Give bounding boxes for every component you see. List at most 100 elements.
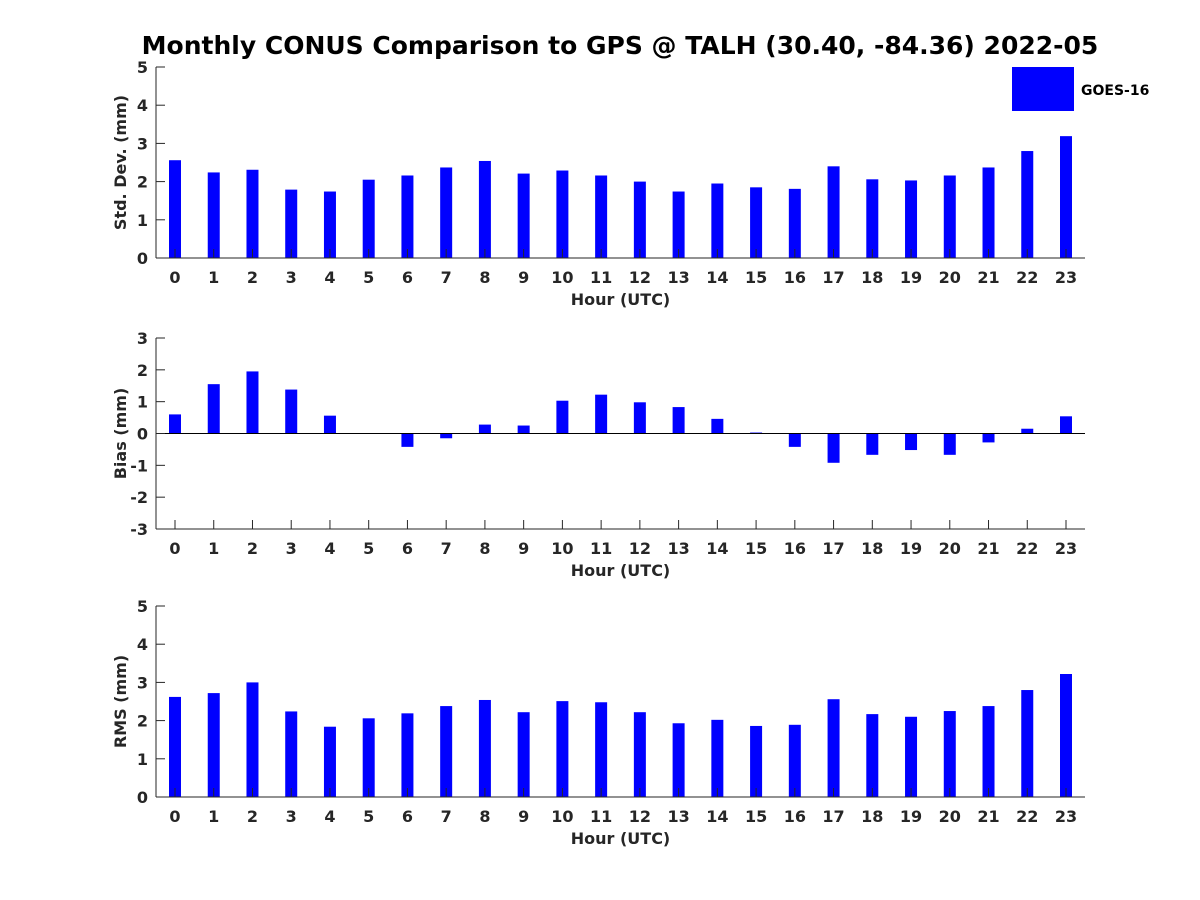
rms-ytick-label: 2 bbox=[137, 712, 148, 731]
rms-xtick-label: 8 bbox=[479, 807, 490, 826]
rms-ytick-label: 1 bbox=[137, 750, 148, 769]
bias-bar-16 bbox=[788, 433, 801, 447]
bias-xtick-label: 4 bbox=[324, 539, 335, 558]
std-dev-ytick-label: 3 bbox=[137, 134, 148, 153]
bias-xtick-label: 17 bbox=[822, 539, 844, 558]
bias-bar-22 bbox=[1021, 428, 1034, 434]
std-dev-bar-18 bbox=[866, 179, 879, 258]
std-dev-xtick-label: 9 bbox=[518, 268, 529, 287]
rms-xtick-label: 15 bbox=[745, 807, 767, 826]
bias-ytick-label: -1 bbox=[130, 456, 148, 475]
bias-ytick-label: 3 bbox=[137, 329, 148, 348]
std-dev-xtick-label: 12 bbox=[629, 268, 651, 287]
bias-xtick-label: 22 bbox=[1016, 539, 1038, 558]
std-dev-xtick-label: 13 bbox=[667, 268, 689, 287]
std-dev-ytick-label: 1 bbox=[137, 211, 148, 230]
rms-xtick-label: 1 bbox=[208, 807, 219, 826]
std-dev-xtick-label: 19 bbox=[900, 268, 922, 287]
bias-xlabel: Hour (UTC) bbox=[571, 561, 671, 580]
legend-label: GOES-16 bbox=[1081, 83, 1149, 99]
rms-bar-22 bbox=[1021, 690, 1034, 797]
bias-bar-9 bbox=[517, 425, 530, 434]
std-dev-bar-17 bbox=[827, 166, 840, 258]
bias-xtick-label: 5 bbox=[363, 539, 374, 558]
legend-swatch bbox=[1012, 67, 1074, 111]
bias-xtick-label: 12 bbox=[629, 539, 651, 558]
bias-xtick-label: 14 bbox=[706, 539, 728, 558]
rms-bar-5 bbox=[362, 718, 375, 797]
bias-xtick-label: 15 bbox=[745, 539, 767, 558]
bias-xtick-label: 3 bbox=[286, 539, 297, 558]
std-dev-xtick-label: 0 bbox=[169, 268, 180, 287]
bias-bar-6 bbox=[401, 433, 414, 447]
rms-xtick-label: 18 bbox=[861, 807, 883, 826]
bias-xtick-label: 21 bbox=[977, 539, 999, 558]
rms-bar-0 bbox=[169, 696, 181, 797]
std-dev-bar-0 bbox=[169, 160, 181, 258]
rms-bar-4 bbox=[323, 726, 336, 797]
bias-bar-19 bbox=[905, 433, 918, 451]
rms-bar-23 bbox=[1060, 674, 1072, 797]
std-dev-bar-23 bbox=[1060, 136, 1072, 258]
std-dev-bar-16 bbox=[788, 188, 801, 258]
rms-xtick-label: 2 bbox=[247, 807, 258, 826]
std-dev-xtick-label: 8 bbox=[479, 268, 490, 287]
rms-bar-17 bbox=[827, 699, 840, 797]
chart-title: Monthly CONUS Comparison to GPS @ TALH (… bbox=[142, 31, 1099, 60]
rms-xtick-label: 0 bbox=[169, 807, 180, 826]
rms-xtick-label: 14 bbox=[706, 807, 728, 826]
rms-xtick-label: 5 bbox=[363, 807, 374, 826]
std-dev-bar-14 bbox=[711, 183, 724, 258]
bias-xtick-label: 20 bbox=[939, 539, 961, 558]
rms-bar-12 bbox=[633, 712, 646, 797]
bias-bar-14 bbox=[711, 418, 724, 434]
rms-bar-8 bbox=[478, 699, 491, 797]
std-dev-bar-3 bbox=[285, 189, 298, 258]
rms-xtick-label: 11 bbox=[590, 807, 612, 826]
bias-bar-3 bbox=[285, 389, 298, 434]
std-dev-bar-8 bbox=[478, 160, 491, 258]
rms-bar-21 bbox=[982, 706, 995, 797]
std-dev-ylabel: Std. Dev. (mm) bbox=[111, 95, 130, 230]
std-dev-xtick-label: 14 bbox=[706, 268, 728, 287]
std-dev-xtick-label: 21 bbox=[977, 268, 999, 287]
rms-ytick-label: 3 bbox=[137, 673, 148, 692]
rms-bar-11 bbox=[595, 702, 608, 797]
bias-bar-17 bbox=[827, 433, 840, 463]
bias-ytick-label: -3 bbox=[130, 520, 148, 539]
std-dev-xtick-label: 1 bbox=[208, 268, 219, 287]
rms-bar-7 bbox=[440, 706, 453, 797]
std-dev-xtick-label: 17 bbox=[822, 268, 844, 287]
rms-bar-13 bbox=[672, 723, 685, 797]
std-dev-bar-1 bbox=[207, 172, 220, 258]
std-dev-bar-13 bbox=[672, 191, 685, 258]
bias-bar-7 bbox=[440, 433, 453, 439]
std-dev-bar-22 bbox=[1021, 151, 1034, 258]
rms-bar-18 bbox=[866, 714, 879, 797]
std-dev-ytick-label: 0 bbox=[137, 249, 148, 268]
std-dev-xtick-label: 15 bbox=[745, 268, 767, 287]
bias-bar-10 bbox=[556, 400, 569, 434]
std-dev-xtick-label: 2 bbox=[247, 268, 258, 287]
rms-xtick-label: 22 bbox=[1016, 807, 1038, 826]
std-dev-xtick-label: 11 bbox=[590, 268, 612, 287]
std-dev-bar-21 bbox=[982, 167, 995, 258]
std-dev-bar-12 bbox=[633, 181, 646, 258]
bias-xtick-label: 6 bbox=[402, 539, 413, 558]
rms-xtick-label: 3 bbox=[286, 807, 297, 826]
std-dev-xtick-label: 3 bbox=[286, 268, 297, 287]
bias-bar-23 bbox=[1060, 416, 1072, 434]
rms-bar-20 bbox=[943, 711, 956, 797]
rms-xtick-label: 17 bbox=[822, 807, 844, 826]
bias-bar-12 bbox=[633, 402, 646, 434]
std-dev-xtick-label: 20 bbox=[939, 268, 961, 287]
std-dev-xtick-label: 16 bbox=[784, 268, 806, 287]
bias-bar-11 bbox=[595, 394, 608, 434]
rms-bar-6 bbox=[401, 713, 414, 797]
rms-xtick-label: 4 bbox=[324, 807, 335, 826]
bias-ytick-label: -2 bbox=[130, 488, 148, 507]
